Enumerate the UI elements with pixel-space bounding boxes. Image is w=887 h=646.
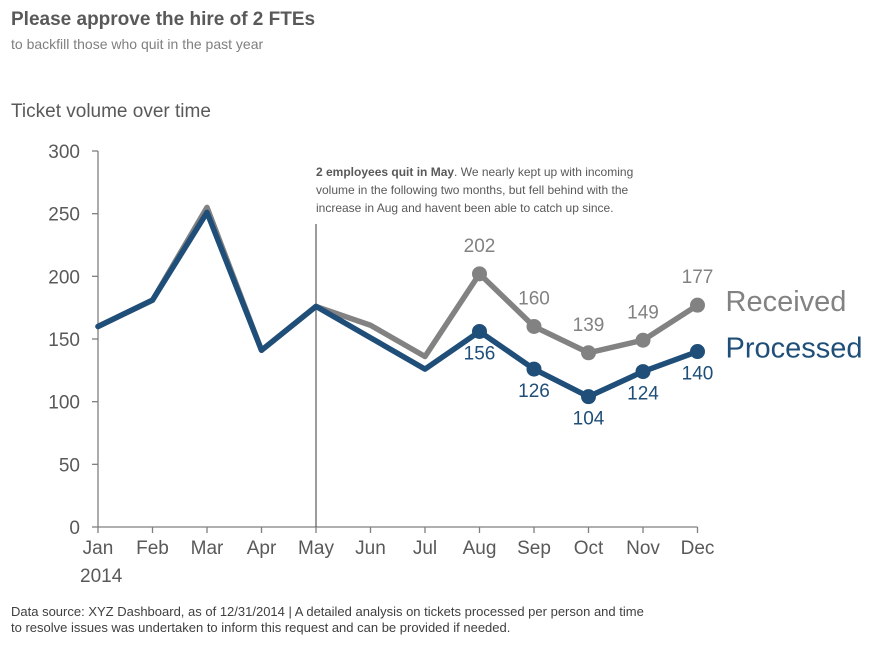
- data-label-processed: 126: [518, 381, 550, 402]
- x-tick-label: Apr: [247, 538, 277, 559]
- data-point-received: [472, 266, 487, 282]
- annotation-line-text: increase in Aug and havent been able to …: [316, 201, 614, 215]
- y-tick-label: 150: [48, 330, 80, 351]
- data-point-processed: [690, 344, 705, 360]
- x-tick-label: Feb: [136, 538, 169, 559]
- x-tick-label: Mar: [191, 538, 224, 559]
- data-point-received: [635, 332, 651, 348]
- series-label-processed: Processed: [726, 333, 863, 365]
- x-tick-label: Aug: [463, 538, 497, 559]
- y-tick-label: 100: [48, 393, 80, 414]
- data-point-received: [581, 345, 596, 361]
- data-point-received: [526, 318, 542, 334]
- data-point-processed: [581, 389, 596, 405]
- page-subtitle: to backfill those who quit in the past y…: [11, 36, 264, 52]
- series-label-received: Received: [726, 286, 847, 318]
- data-label-received: 160: [518, 288, 550, 309]
- x-tick-label: Jan: [83, 538, 114, 559]
- x-tick-label: Jun: [355, 538, 386, 559]
- y-tick-label: 0: [69, 518, 80, 539]
- data-label-received: 149: [627, 302, 659, 323]
- data-label-processed: 104: [573, 409, 605, 430]
- annotation-text: 2 employees quit in May. We nearly kept …: [316, 165, 633, 215]
- data-label-processed: 124: [627, 384, 659, 405]
- data-point-received: [690, 297, 705, 313]
- y-tick-label: 50: [59, 455, 80, 476]
- series-line-processed: [95, 209, 701, 400]
- annotation-bold-text: 2 employees quit in May: [316, 165, 454, 179]
- chart-heading: Ticket volume over time: [11, 101, 211, 122]
- data-point-processed: [526, 361, 542, 377]
- x-tick-label: Dec: [681, 538, 715, 559]
- annotation-line-text: . We nearly kept up with incoming: [454, 165, 633, 179]
- data-label-received: 177: [682, 267, 714, 288]
- data-label-processed: 140: [682, 364, 714, 385]
- page-title: Please approve the hire of 2 FTEs: [11, 9, 316, 30]
- annotation-line-text: volume in the following two months, but …: [316, 183, 629, 197]
- footnote: Data source: XYZ Dashboard, as of 12/31/…: [11, 604, 644, 635]
- x-tick-label: Nov: [626, 538, 660, 559]
- x-year-label: 2014: [80, 566, 123, 587]
- line-chart: 0 50 100 150 200 250 300 Jan Feb Mar Apr May Jun Jul A…: [48, 142, 863, 587]
- series-line-received: [95, 204, 701, 360]
- y-tick-label: 300: [48, 142, 80, 163]
- x-tick-label: Oct: [574, 538, 604, 559]
- y-tick-label: 200: [48, 267, 80, 288]
- data-label-received: 202: [464, 236, 496, 257]
- x-tick-label: May: [298, 538, 334, 559]
- y-tick-label: 250: [48, 205, 80, 226]
- data-label-processed: 156: [464, 343, 496, 364]
- data-point-processed: [472, 323, 487, 339]
- data-point-processed: [635, 364, 651, 380]
- data-label-received: 139: [573, 315, 605, 336]
- x-tick-label: Sep: [517, 538, 551, 559]
- x-tick-label: Jul: [413, 538, 437, 559]
